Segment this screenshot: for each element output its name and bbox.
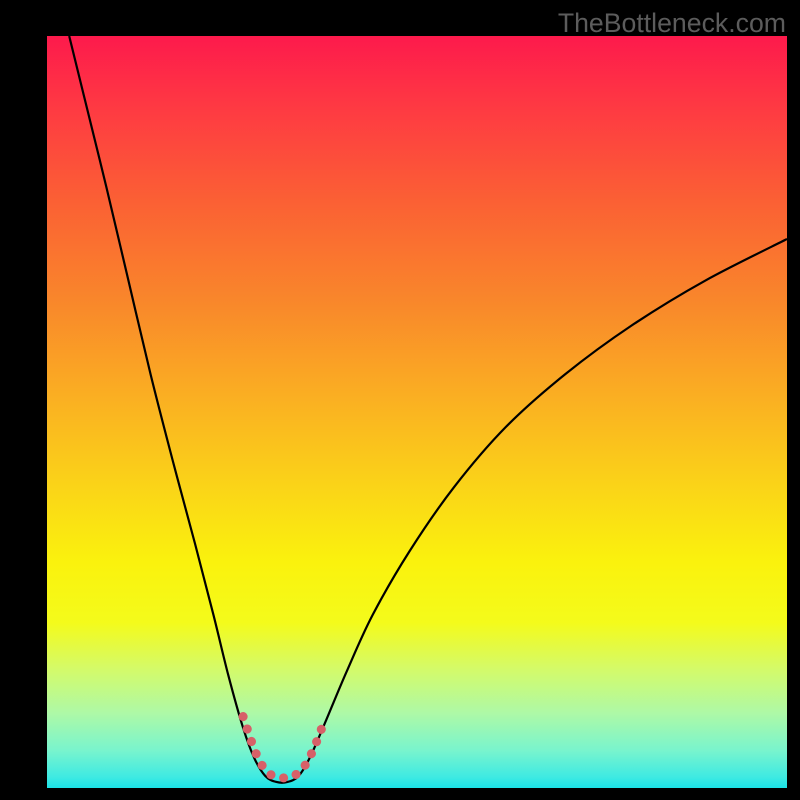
chart-frame: TheBottleneck.com [0,0,800,800]
bottleneck-curve [69,36,787,783]
optimal-range-marker [243,717,325,778]
curve-layer [0,0,800,800]
